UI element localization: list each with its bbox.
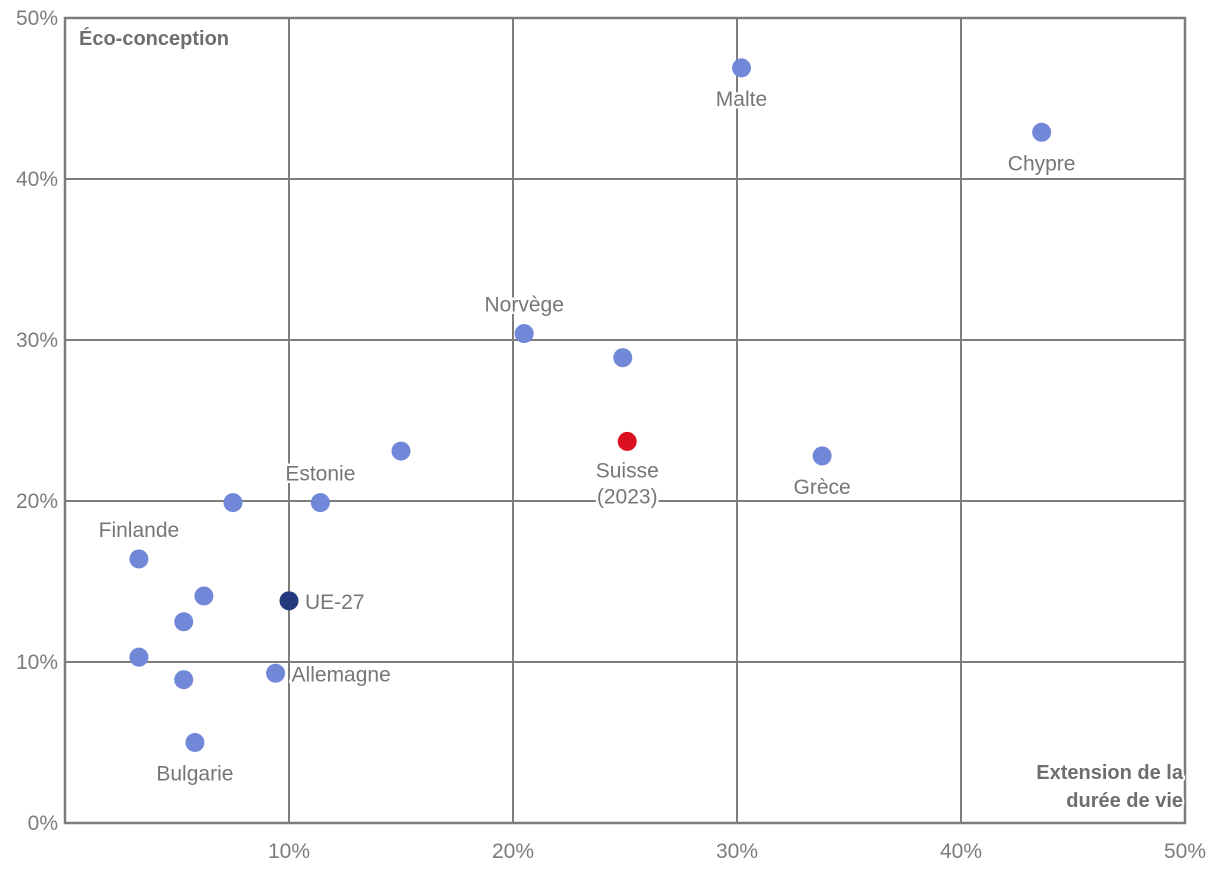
point-label-finlande: Finlande	[99, 519, 180, 542]
y-tick-50: 50%	[16, 7, 58, 30]
point-label-ue-27: UE-27	[305, 591, 365, 614]
point-label-estonie: Estonie	[285, 463, 355, 486]
point-label-bulgarie: Bulgarie	[156, 763, 233, 786]
y-tick-0: 0%	[28, 812, 58, 835]
data-point-suisse	[617, 431, 637, 451]
data-point-unlabeled-8	[223, 493, 243, 513]
data-point-unlabeled-6	[391, 441, 411, 461]
data-point-unlabeled-10	[194, 586, 214, 606]
data-point-norvege	[514, 324, 534, 344]
data-point-estonie	[310, 493, 330, 513]
data-point-unlabeled-13	[129, 647, 149, 667]
y-tick-10: 10%	[16, 651, 58, 674]
data-point-chypre	[1032, 122, 1052, 142]
point-label-malte: Malte	[716, 88, 767, 111]
x-axis-title-line2: durée de vie	[1066, 790, 1183, 812]
x-tick-20: 20%	[492, 840, 534, 863]
data-point-grece	[812, 446, 832, 466]
x-tick-10: 10%	[268, 840, 310, 863]
x-tick-40: 40%	[940, 840, 982, 863]
data-point-unlabeled-3	[613, 348, 633, 368]
data-point-finlande	[129, 549, 149, 569]
point-label-norvege: Norvège	[485, 294, 564, 317]
point-label-grece: Grèce	[794, 476, 851, 499]
point-label-suisse-line2: (2023)	[597, 485, 658, 508]
point-label-allemagne: Allemagne	[292, 663, 391, 686]
data-point-allemagne	[266, 663, 286, 683]
y-axis-title: Éco-conception	[79, 27, 229, 50]
data-point-malte	[731, 58, 751, 78]
y-tick-40: 40%	[16, 168, 58, 191]
data-point-bulgarie	[185, 733, 205, 752]
y-tick-30: 30%	[16, 329, 58, 352]
point-label-suisse: Suisse	[596, 459, 659, 482]
data-point-unlabeled-15	[174, 670, 194, 690]
y-tick-20: 20%	[16, 490, 58, 513]
point-label-chypre: Chypre	[1008, 152, 1076, 175]
x-axis-title-line1: Extension de la	[1036, 762, 1184, 784]
plot-border	[63, 16, 1187, 825]
data-point-ue-27	[279, 591, 299, 611]
x-tick-30: 30%	[716, 840, 758, 863]
x-tick-50: 50%	[1164, 840, 1206, 863]
data-point-unlabeled-12	[174, 612, 194, 632]
